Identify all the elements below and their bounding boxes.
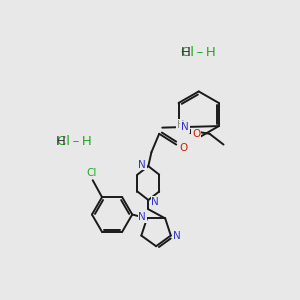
Text: N: N: [173, 231, 181, 241]
Text: H: H: [56, 135, 66, 148]
Text: Cl – H: Cl – H: [181, 46, 216, 59]
Text: N: N: [138, 160, 146, 170]
Text: N: N: [138, 212, 146, 222]
Text: Cl: Cl: [86, 168, 96, 178]
Text: O: O: [192, 129, 200, 139]
Text: N: N: [181, 122, 189, 132]
Text: Cl – H: Cl – H: [57, 135, 91, 148]
Text: O: O: [179, 143, 187, 153]
Text: H: H: [181, 46, 190, 59]
Text: H: H: [177, 119, 184, 130]
Text: N: N: [152, 196, 159, 206]
